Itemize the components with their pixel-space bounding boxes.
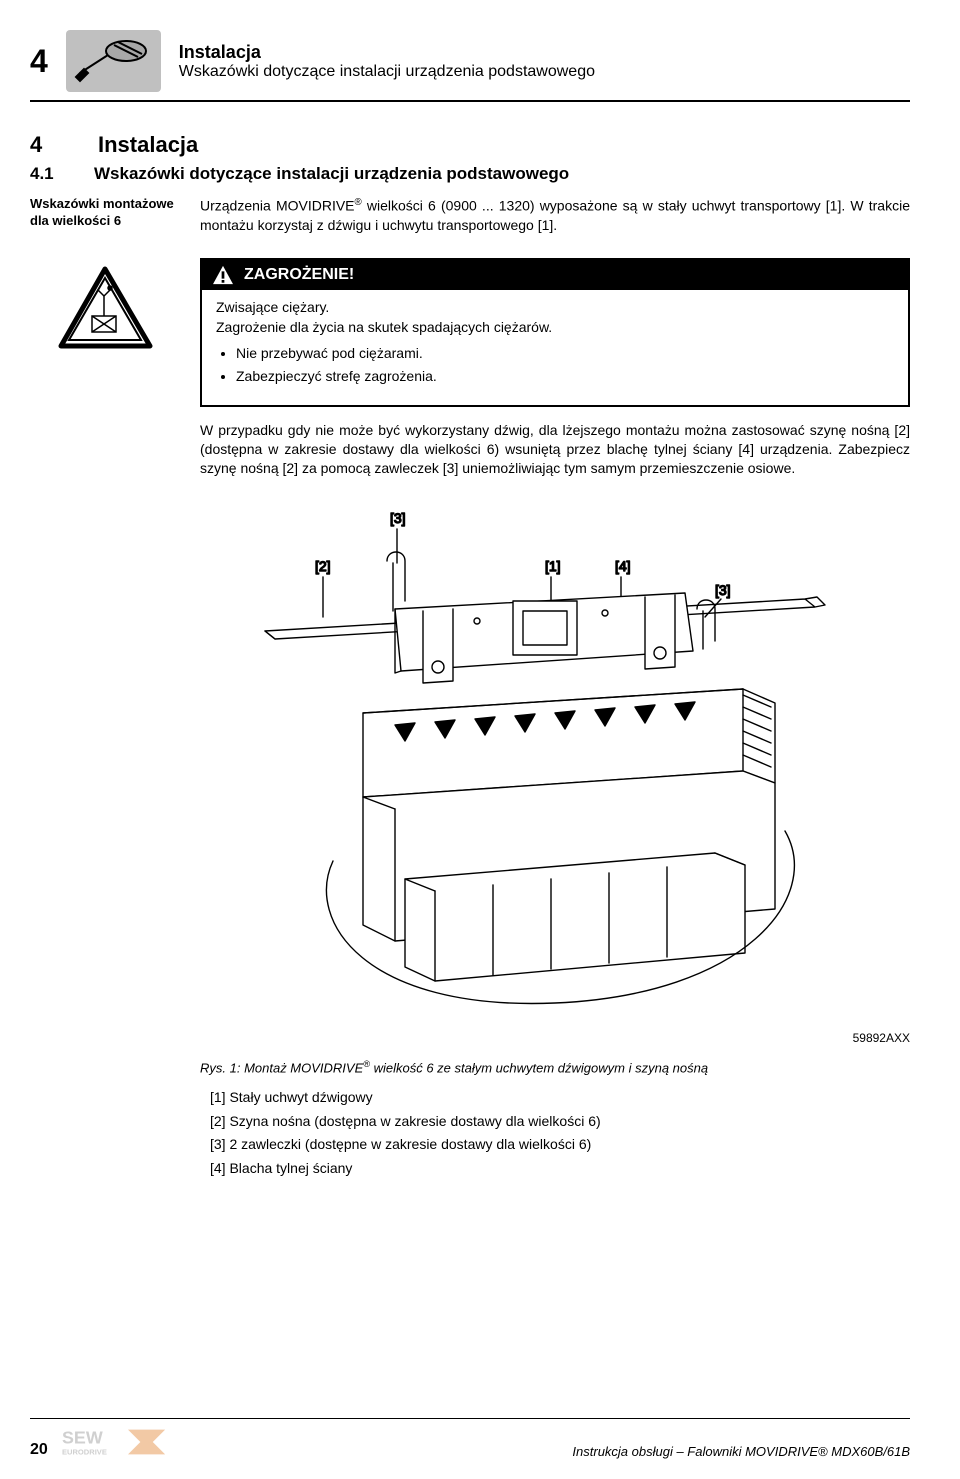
- header-title: Instalacja: [179, 42, 910, 63]
- legend-item-3: [3] 2 zawleczki (dostępne w zakresie dos…: [210, 1133, 910, 1157]
- intro-paragraph: Urządzenia MOVIDRIVE® wielkości 6 (0900 …: [200, 196, 910, 234]
- page-footer: 20 SEW EURODRIVE Instrukcja obsługi – Fa…: [30, 1418, 910, 1459]
- section-heading: 4 Instalacja: [30, 132, 910, 158]
- fig-label-3b: [3]: [715, 582, 731, 598]
- intro-text-a: Urządzenia MOVIDRIVE: [200, 198, 355, 214]
- danger-bullet-1: Nie przebywać pod ciężarami.: [236, 344, 894, 364]
- figure-caption: Rys. 1: Montaż MOVIDRIVE® wielkość 6 ze …: [200, 1059, 910, 1075]
- section-title: Instalacja: [98, 132, 198, 158]
- svg-text:SEW: SEW: [62, 1427, 103, 1447]
- after-danger-paragraph: W przypadku gdy nie może być wykorzystan…: [200, 421, 910, 478]
- hazard-triangle-icon: [30, 258, 180, 406]
- danger-bullet-2: Zabezpieczyć strefę zagrożenia.: [236, 367, 894, 387]
- danger-label: ZAGROŻENIE!: [244, 266, 354, 284]
- caption-b: wielkość 6 ze stałym uchwytem dźwigowym …: [370, 1061, 708, 1076]
- fig-label-4: [4]: [615, 558, 631, 574]
- figure-legend: [1] Stały uchwyt dźwigowy [2] Szyna nośn…: [210, 1086, 910, 1181]
- danger-line-1: Zwisające ciężary.: [216, 298, 894, 318]
- danger-box: ZAGROŻENIE! Zwisające ciężary. Zagrożeni…: [200, 258, 910, 406]
- header-subtitle: Wskazówki dotyczące instalacji urządzeni…: [179, 63, 910, 81]
- fig-label-2: [2]: [315, 558, 331, 574]
- figure-code: 59892AXX: [200, 1031, 910, 1045]
- footer-doc-title: Instrukcja obsługi – Falowniki MOVIDRIVE…: [572, 1444, 910, 1459]
- screwdriver-icon: [66, 30, 161, 92]
- subsection-title: Wskazówki dotyczące instalacji urządzeni…: [94, 164, 569, 184]
- chapter-number: 4: [30, 43, 48, 80]
- side-label: Wskazówki montażowe dla wielkości 6: [30, 196, 180, 230]
- fig-label-3a: [3]: [390, 510, 406, 526]
- page-header: 4 Instalacja Wskazówki dotyczące instala…: [30, 30, 910, 102]
- figure-1: [3] [2] [1] [4] [3]: [200, 501, 910, 1021]
- danger-line-2: Zagrożenie dla życia na skutek spadający…: [216, 318, 894, 338]
- svg-text:EURODRIVE: EURODRIVE: [62, 1447, 107, 1456]
- legend-item-2: [2] Szyna nośna (dostępna w zakresie dos…: [210, 1110, 910, 1134]
- fig-label-1: [1]: [545, 558, 561, 574]
- warning-icon: [212, 265, 234, 285]
- section-number: 4: [30, 132, 70, 158]
- subsection-number: 4.1: [30, 164, 76, 184]
- caption-a: Rys. 1: Montaż MOVIDRIVE: [200, 1061, 363, 1076]
- page-number: 20: [30, 1441, 48, 1459]
- legend-item-4: [4] Blacha tylnej ściany: [210, 1157, 910, 1181]
- legend-item-1: [1] Stały uchwyt dźwigowy: [210, 1086, 910, 1110]
- subsection-heading: 4.1 Wskazówki dotyczące instalacji urząd…: [30, 164, 910, 184]
- sew-eurodrive-logo: SEW EURODRIVE: [62, 1425, 172, 1459]
